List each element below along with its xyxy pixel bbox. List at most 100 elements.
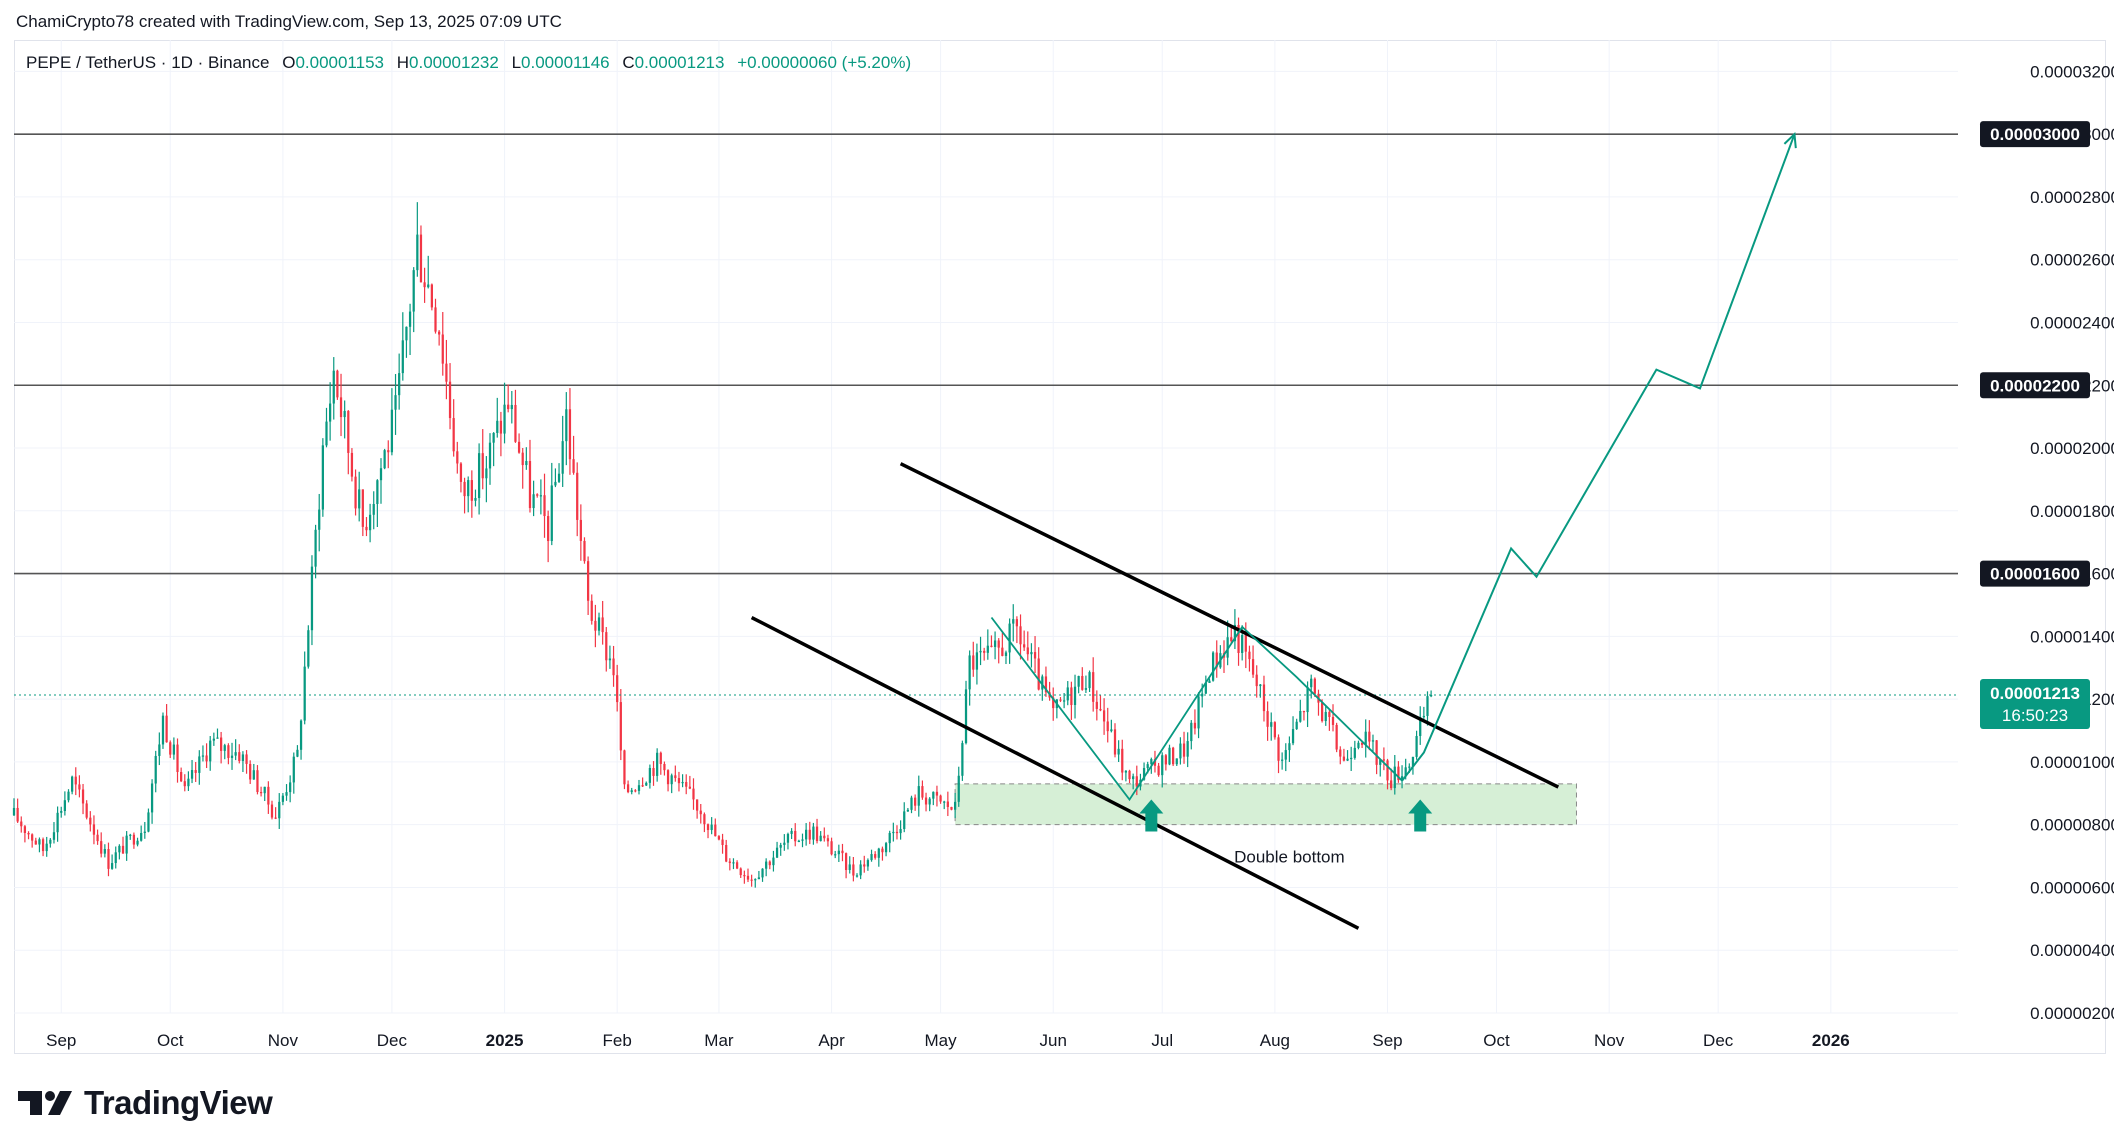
open-value: 0.00001153 bbox=[295, 53, 384, 72]
candle-body bbox=[757, 877, 761, 880]
candle-body bbox=[1059, 699, 1062, 701]
candle-body bbox=[1255, 674, 1258, 687]
ohlc-legend: PEPE / TetherUS · 1D · Binance O0.000011… bbox=[26, 53, 919, 73]
candle-body bbox=[1073, 686, 1077, 706]
candle-body bbox=[67, 791, 70, 801]
candle-body bbox=[576, 472, 579, 520]
candle-body bbox=[60, 810, 63, 813]
candle-body bbox=[797, 840, 800, 842]
candle-body bbox=[1295, 721, 1298, 730]
candle-body bbox=[1044, 676, 1048, 693]
symbol-label[interactable]: PEPE / TetherUS · 1D · Binance bbox=[26, 53, 270, 72]
candle-body bbox=[379, 468, 383, 481]
candle-body bbox=[652, 768, 655, 776]
tradingview-logo[interactable]: TradingView bbox=[16, 1084, 273, 1122]
candle-body bbox=[975, 652, 979, 670]
candle-body bbox=[583, 540, 586, 562]
price-axis-label: 0.00000200 bbox=[2030, 1004, 2114, 1023]
candle-body bbox=[1157, 765, 1160, 776]
candle-body bbox=[1135, 776, 1138, 787]
candle-body bbox=[935, 791, 939, 796]
candle-body bbox=[336, 370, 339, 398]
candle-body bbox=[1161, 755, 1164, 776]
candle-body bbox=[103, 849, 106, 854]
candle-body bbox=[23, 826, 27, 834]
candle-body bbox=[1248, 651, 1251, 660]
candle-body bbox=[132, 834, 136, 845]
candle-body bbox=[1400, 776, 1404, 781]
candle-body bbox=[775, 847, 779, 858]
candle-body bbox=[532, 494, 535, 509]
candle-body bbox=[521, 452, 524, 466]
candle-body bbox=[717, 836, 721, 840]
candle-body bbox=[634, 790, 637, 792]
candle-body bbox=[964, 689, 968, 744]
candle-body bbox=[1066, 687, 1069, 701]
candle-body bbox=[1429, 695, 1433, 697]
candle-body bbox=[238, 752, 241, 762]
candle-body bbox=[710, 824, 713, 831]
candle-body bbox=[1284, 750, 1287, 760]
candle-body bbox=[398, 373, 401, 396]
candle-body bbox=[310, 566, 314, 631]
candle-body bbox=[314, 529, 317, 567]
candle-body bbox=[972, 655, 975, 670]
candle-body bbox=[921, 786, 924, 798]
candle-body bbox=[1204, 682, 1207, 694]
candle-body bbox=[1306, 687, 1309, 713]
candle-body bbox=[852, 864, 855, 876]
candle-body bbox=[1371, 740, 1375, 742]
candle-body bbox=[256, 770, 259, 793]
candle-body bbox=[1070, 687, 1073, 706]
time-axis-label: Mar bbox=[704, 1031, 734, 1050]
candle-body bbox=[714, 824, 717, 837]
projection-path bbox=[1401, 133, 1796, 782]
candle-body bbox=[445, 363, 448, 382]
candle-body bbox=[786, 833, 790, 843]
candle-body bbox=[321, 445, 324, 510]
candle-body bbox=[1422, 715, 1425, 718]
candle-body bbox=[383, 450, 386, 469]
candle-body bbox=[100, 841, 103, 854]
candle-body bbox=[510, 404, 513, 410]
candle-body bbox=[986, 645, 989, 653]
candle-body bbox=[1277, 737, 1280, 761]
candle-body bbox=[1113, 729, 1117, 755]
price-axis-label: 0.00001400 bbox=[2030, 627, 2114, 646]
candle-body bbox=[750, 879, 753, 881]
candle-body bbox=[27, 833, 30, 835]
candle-body bbox=[176, 744, 179, 773]
low-label: L bbox=[511, 53, 522, 72]
price-axis-label: 0.00000600 bbox=[2030, 878, 2114, 897]
double-bottom-label: Double bottom bbox=[1234, 847, 1345, 866]
candle-body bbox=[1397, 766, 1400, 781]
candle-body bbox=[1186, 741, 1189, 757]
projection-arrowhead bbox=[1783, 131, 1797, 149]
candle-body bbox=[616, 675, 619, 703]
candle-body bbox=[1241, 634, 1244, 653]
candle-body bbox=[819, 835, 822, 842]
candle-body bbox=[1081, 675, 1084, 690]
candle-body bbox=[1012, 619, 1015, 624]
candle-body bbox=[721, 839, 724, 845]
candle-body bbox=[1001, 647, 1004, 656]
candle-body bbox=[1077, 675, 1080, 687]
candle-body bbox=[198, 756, 201, 773]
candle-body bbox=[1310, 678, 1313, 688]
candle-body bbox=[1190, 722, 1193, 742]
candle-body bbox=[1346, 758, 1349, 761]
candle-body bbox=[263, 786, 266, 794]
candle-body bbox=[950, 806, 953, 810]
candle-body bbox=[405, 326, 408, 341]
candle-body bbox=[554, 481, 557, 486]
candle-body bbox=[350, 452, 354, 477]
candle-body bbox=[1379, 759, 1382, 765]
candle-body bbox=[114, 852, 117, 864]
candle-body bbox=[230, 755, 234, 758]
price-axis-label: 0.00002400 bbox=[2030, 313, 2114, 332]
time-axis-label: Nov bbox=[1594, 1031, 1625, 1050]
candle-body bbox=[1211, 652, 1215, 681]
candle-body bbox=[307, 630, 310, 667]
candle-body bbox=[278, 801, 281, 819]
